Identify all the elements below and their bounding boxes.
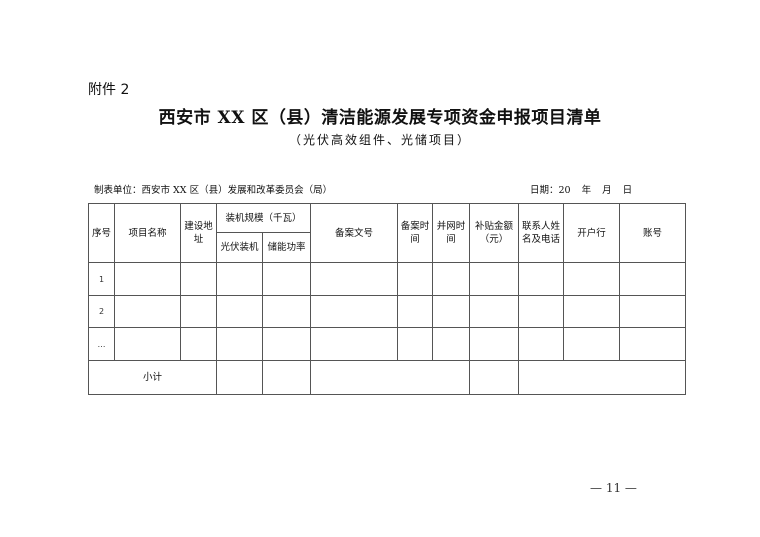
table-row: …: [88, 327, 687, 361]
preparing-unit: 制表单位：西安市 XX 区（县）发展和改革委员会（局）: [94, 185, 333, 196]
header-pv-capacity: 光伏装机: [216, 232, 263, 263]
header-bank: 开户行: [563, 203, 621, 263]
subtotal-label: 小计: [88, 360, 217, 395]
header-storage-power: 储能功率: [261, 232, 312, 263]
subtotal-blank: [310, 360, 471, 395]
subtotal-subsidy: [469, 360, 520, 395]
subtotal-pv: [216, 360, 263, 395]
row-seq: 1: [88, 262, 115, 296]
header-project-name: 项目名称: [114, 203, 181, 263]
header-subsidy: 补贴金额（元）: [469, 203, 520, 263]
project-list-table: 序号 项目名称 建设地址 装机规模（千瓦） 备案文号 备案时间 并网时间 补贴金…: [88, 203, 687, 395]
row-seq: …: [88, 327, 115, 361]
page-number: — 11 —: [590, 481, 637, 495]
header-account: 账号: [619, 203, 687, 263]
header-filing-time: 备案时间: [397, 203, 434, 263]
subtotal-rest: [518, 360, 687, 395]
header-seq: 序号: [88, 203, 115, 263]
table-row: 1: [88, 262, 687, 296]
table-row: 2: [88, 295, 687, 328]
subtotal-storage: [261, 360, 312, 395]
header-address: 建设地址: [180, 203, 217, 263]
document-title: 西安市 XX 区（县）清洁能源发展专项资金申报项目清单: [158, 108, 602, 128]
header-capacity: 装机规模（千瓦）: [215, 203, 312, 233]
row-seq: 2: [88, 295, 115, 328]
header-grid-time: 并网时间: [432, 203, 471, 263]
subtotal-row: 小计: [88, 360, 687, 395]
header-filing-no: 备案文号: [310, 203, 399, 263]
header-row: 序号 项目名称 建设地址 装机规模（千瓦） 备案文号 备案时间 并网时间 补贴金…: [88, 203, 687, 263]
date-label: 日期：20 年 月 日: [530, 185, 633, 196]
attachment-label: 附件 2: [88, 82, 130, 98]
header-contact: 联系人姓名及电话: [518, 203, 565, 263]
document-subtitle: （光伏高效组件、光储项目）: [288, 133, 471, 147]
